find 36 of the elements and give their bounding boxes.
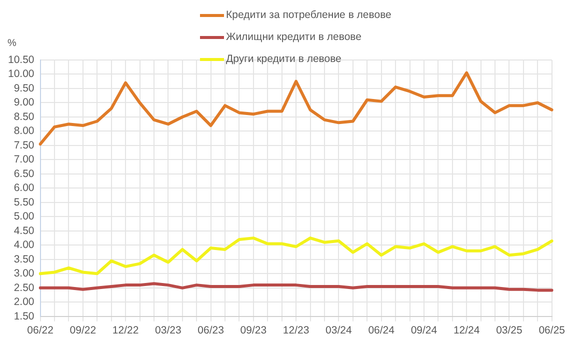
x-tick-label: 06/23 xyxy=(198,324,224,337)
y-tick-label: 6.50 xyxy=(14,168,34,180)
y-tick-label: 4.00 xyxy=(14,239,34,252)
y-tick-label: 4.50 xyxy=(14,224,34,237)
y-tick-label: 7.00 xyxy=(14,154,34,166)
x-tick-label: 12/22 xyxy=(112,324,139,337)
legend-label: Жилищни кредити в левове xyxy=(226,31,362,43)
x-tick-label: 03/25 xyxy=(496,324,523,337)
y-tick-label: 10.50 xyxy=(8,54,34,66)
y-tick-label: 3.00 xyxy=(14,268,34,280)
legend-label: Други кредити в левове xyxy=(226,53,342,65)
y-tick-label: 5.00 xyxy=(14,210,34,223)
y-tick-label: 2.50 xyxy=(14,282,34,294)
y-axis-title: % xyxy=(8,38,17,49)
y-tick-label: 10.00 xyxy=(8,68,34,80)
y-tick-label: 8.50 xyxy=(14,110,34,123)
y-tick-label: 1.50 xyxy=(14,310,34,322)
y-tick-label: 3.50 xyxy=(14,253,34,266)
x-tick-label: 12/23 xyxy=(282,324,310,337)
y-tick-label: 2.00 xyxy=(14,296,34,308)
x-tick-label: 03/23 xyxy=(155,324,182,337)
y-tick-label: 8.00 xyxy=(14,125,34,138)
y-tick-label: 7.50 xyxy=(14,139,34,152)
legend-label: Кредити за потребление в левове xyxy=(226,9,392,21)
y-tick-label: 9.50 xyxy=(14,82,34,94)
x-tick-label: 03/24 xyxy=(326,324,352,337)
x-tick-label: 06/25 xyxy=(538,324,566,337)
y-tick-label: 9.00 xyxy=(14,96,34,109)
x-tick-label: 09/23 xyxy=(240,324,267,337)
y-tick-label: 5.50 xyxy=(14,196,34,208)
x-tick-label: 09/22 xyxy=(70,324,96,337)
x-tick-label: 06/24 xyxy=(368,324,395,337)
x-tick-label: 06/22 xyxy=(27,324,54,337)
x-tick-label: 09/24 xyxy=(410,324,438,337)
y-tick-label: 6.00 xyxy=(14,182,34,194)
x-tick-label: 12/24 xyxy=(453,324,480,337)
